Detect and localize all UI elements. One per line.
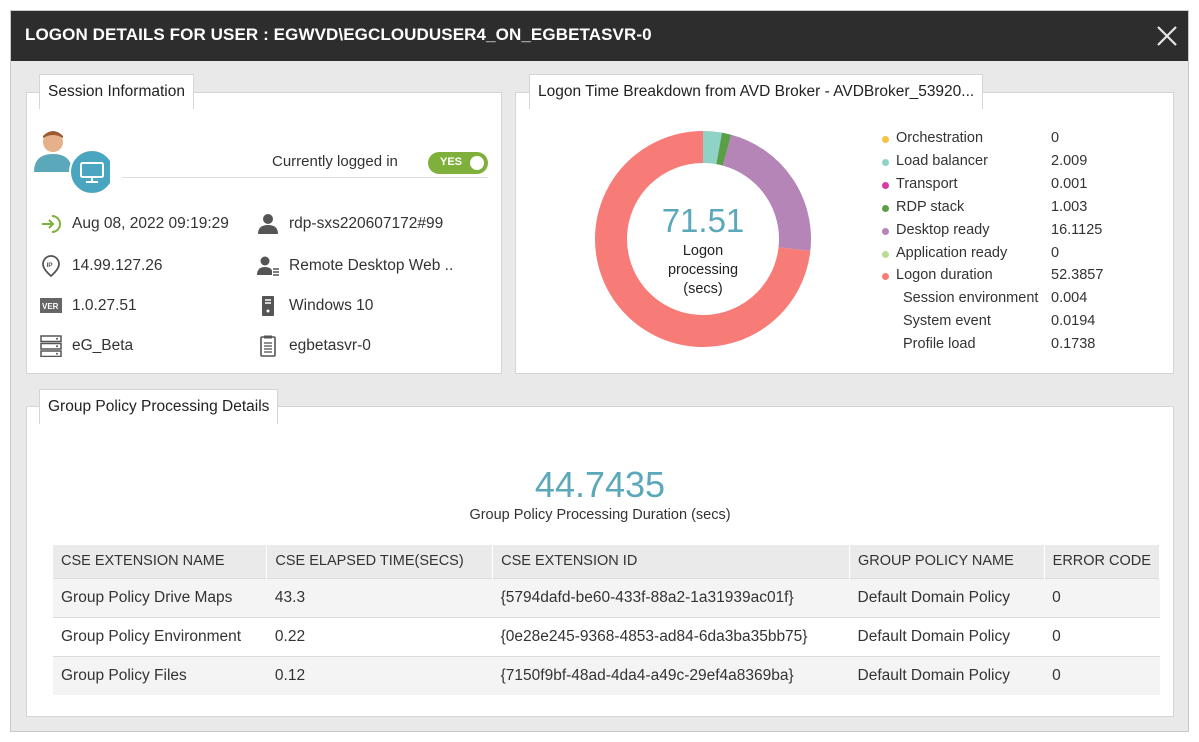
table-cell: Default Domain Policy (849, 655, 1045, 695)
legend-sub-value: 0.1738 (1051, 336, 1096, 353)
svg-text:IP: IP (47, 262, 54, 269)
client-name: Remote Desktop Web .. (289, 257, 454, 274)
column-header[interactable]: CSE ELAPSED TIME(SECS) (266, 545, 494, 578)
computer-tower-icon (262, 296, 274, 316)
logon-breakdown-donut-chart (595, 131, 811, 347)
legend-value: 0.001 (1051, 175, 1088, 192)
table-cell: Default Domain Policy (849, 577, 1045, 617)
gp-duration-caption: Group Policy Processing Duration (secs) (469, 507, 731, 523)
legend-value: 0 (1051, 244, 1060, 261)
server-name: egbetasvr-0 (289, 337, 371, 354)
session-name: rdp-sxs220607172#99 (289, 215, 444, 232)
legend-dot-icon (882, 181, 889, 189)
title-bar: LOGON DETAILS FOR USER : EGWVD\EGCLOUDUS… (11, 11, 1188, 61)
donut-label-line: processing (667, 262, 739, 278)
table-row: Group Policy Files 0.12 {7150f9bf-48ad-4… (53, 655, 1160, 695)
user-icon (258, 214, 278, 234)
legend-value: 52.3857 (1051, 267, 1104, 284)
legend-value: 1.003 (1051, 198, 1088, 215)
legend-dot-icon (882, 250, 889, 258)
server-group: eG_Beta (72, 337, 134, 354)
legend-label: Orchestration (896, 130, 984, 146)
donut-center-label: Logon processing (secs) (594, 242, 812, 299)
user-list-icon (257, 256, 279, 276)
table-row: Group Policy Drive Maps 43.3 {5794dafd-b… (53, 577, 1160, 617)
legend-dot-icon (882, 273, 889, 281)
table-cell: {7150f9bf-48ad-4da4-a49c-29ef4a8369ba} (492, 655, 850, 695)
server-clipboard-icon (260, 335, 276, 357)
session-info-tab: Session Information (39, 74, 194, 109)
table-cell: 0 (1044, 616, 1160, 656)
legend-label: RDP stack (896, 198, 965, 215)
legend-label: Transport (896, 175, 958, 192)
column-header[interactable]: ERROR CODE (1044, 545, 1161, 578)
legend-dot-icon (882, 158, 889, 166)
logon-breakdown-tab: Logon Time Breakdown from AVD Broker - A… (529, 74, 984, 109)
table-cell: {0e28e245-9368-4853-ad84-6da3ba35bb75} (492, 616, 850, 656)
toggle-knob (470, 156, 484, 170)
legend-label: Logon duration (896, 267, 993, 284)
version-icon: VER (40, 298, 62, 313)
close-icon[interactable] (1154, 23, 1180, 49)
user-desktop-avatar-icon (34, 131, 110, 195)
legend-value: 0 (1051, 130, 1060, 146)
column-header[interactable]: CSE EXTENSION NAME (53, 545, 268, 578)
table-row: Group Policy Environment 0.22 {0e28e245-… (53, 616, 1160, 656)
ip-address: 14.99.127.26 (72, 257, 163, 274)
svg-text:VER: VER (42, 302, 59, 311)
server-stack-icon (40, 335, 62, 357)
table-cell: Group Policy Files (53, 655, 267, 695)
toggle-text: YES (440, 156, 463, 168)
table-cell: 0 (1044, 655, 1160, 695)
table-cell: 43.3 (266, 577, 493, 617)
legend-sub-value: 0.0194 (1051, 313, 1096, 330)
legend-label: Application ready (896, 244, 1008, 261)
donut-label-line: Logon (682, 243, 724, 259)
donut-slice-6[interactable] (595, 131, 811, 347)
divider (122, 177, 488, 178)
ip-location-icon: IP (42, 255, 60, 277)
version: 1.0.27.51 (72, 297, 137, 314)
table-cell: Group Policy Drive Maps (53, 577, 267, 617)
group-policy-tab: Group Policy Processing Details (39, 389, 279, 424)
donut-slice-1[interactable] (702, 131, 722, 165)
donut-label-line: (secs) (683, 281, 723, 297)
table-cell: 0 (1044, 577, 1160, 617)
gp-duration-value: 44.7435 (534, 464, 666, 505)
table-cell: Group Policy Environment (53, 616, 267, 656)
table-cell: Default Domain Policy (849, 616, 1045, 656)
legend-label: Load balancer (896, 152, 988, 169)
legend-sub-value: 0.004 (1051, 290, 1088, 307)
table-cell: 0.22 (266, 616, 493, 656)
table-cell: 0.12 (266, 655, 493, 695)
column-header[interactable]: CSE EXTENSION ID (492, 545, 851, 578)
logged-in-label: Currently logged in (272, 153, 398, 170)
legend-value: 16.1125 (1051, 221, 1103, 238)
legend-sub-label: Profile load (903, 336, 976, 353)
login-arrow-icon (42, 215, 61, 233)
logon-time: Aug 08, 2022 09:19:29 (72, 215, 229, 232)
donut-slice-4[interactable] (722, 134, 811, 251)
legend-dot-icon (882, 227, 889, 235)
dialog-title: LOGON DETAILS FOR USER : EGWVD\EGCLOUDUS… (25, 25, 652, 44)
operating-system: Windows 10 (289, 297, 374, 314)
legend-sub-label: System event (903, 313, 991, 330)
legend-label: Desktop ready (896, 221, 990, 238)
legend-dot-icon (882, 204, 889, 212)
legend-sub-label: Session environment (903, 290, 1039, 307)
table-header-row: CSE EXTENSION NAME CSE ELAPSED TIME(SECS… (53, 545, 1161, 578)
logged-in-toggle[interactable]: YES (428, 152, 488, 174)
table-cell: {5794dafd-be60-433f-88a2-1a31939ac01f} (492, 577, 850, 617)
donut-slice-3[interactable] (716, 132, 732, 166)
donut-center-value: 71.51 (661, 202, 745, 239)
legend-dot-icon (882, 136, 889, 143)
column-header[interactable]: GROUP POLICY NAME (849, 545, 1045, 578)
gp-extensions-table: CSE EXTENSION NAME CSE ELAPSED TIME(SECS… (53, 545, 1161, 695)
legend-value: 2.009 (1051, 152, 1088, 169)
